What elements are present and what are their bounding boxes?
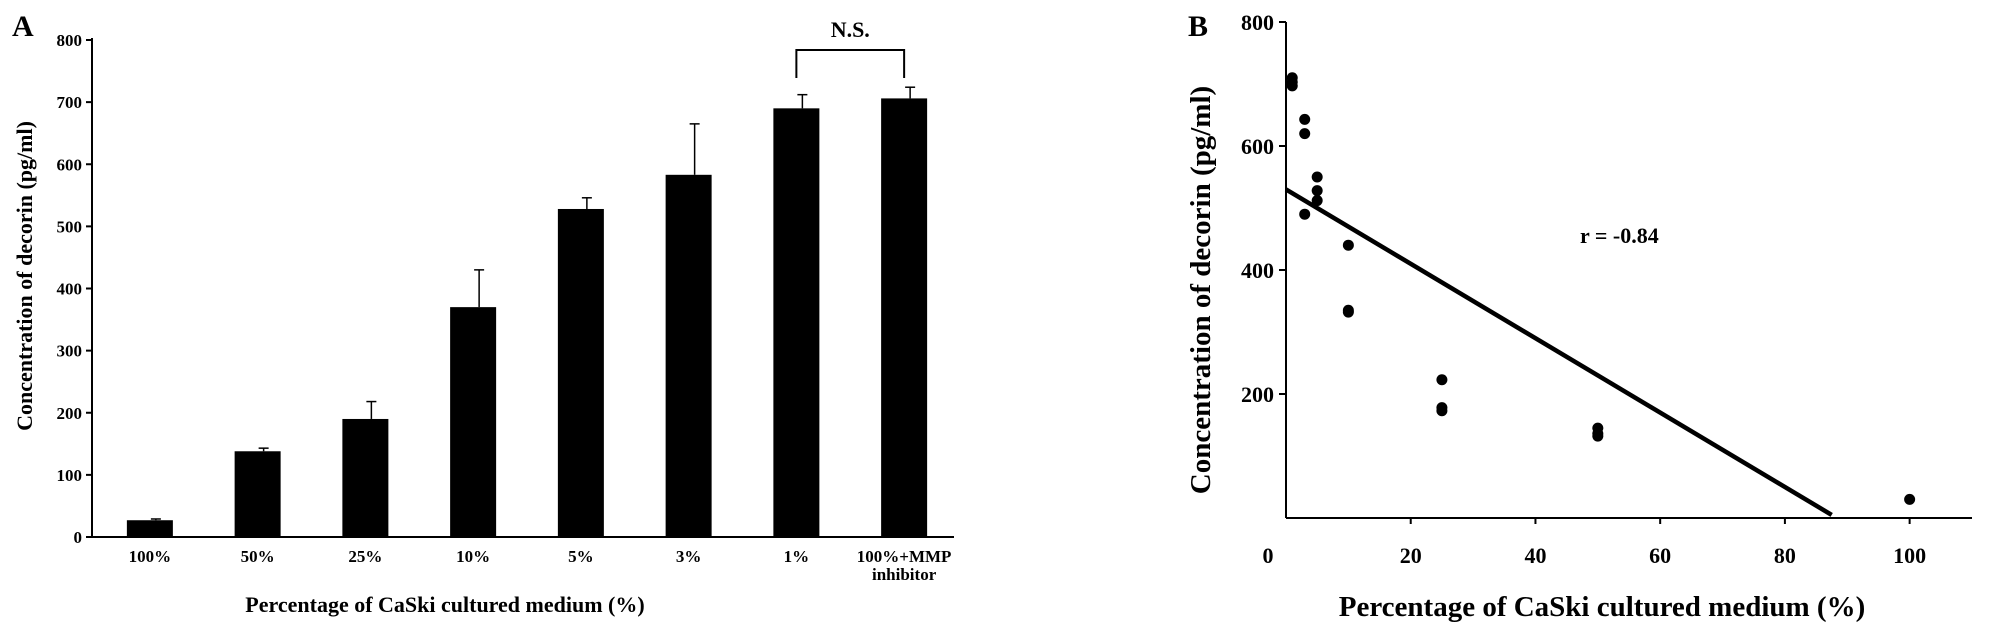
chart-a-y-tick-label: 0	[74, 528, 83, 547]
chart-a-y-tick-label: 200	[57, 404, 83, 423]
chart-b-trendline-group	[1284, 187, 1833, 517]
chart-b-x-tick-label: 0	[1263, 543, 1274, 568]
chart-b-x-tick-label: 80	[1774, 543, 1796, 568]
chart-a-y-tick-label: 100	[57, 466, 83, 485]
chart-a-category-label: 50%	[241, 547, 275, 566]
chart-a-y-tick-label: 700	[57, 93, 83, 112]
chart-a-bars	[126, 98, 928, 538]
chart-b-point	[1342, 239, 1354, 251]
chart-a-category-label: inhibitor	[872, 565, 937, 584]
chart-b-point	[1436, 374, 1448, 386]
chart-a-bar	[557, 208, 604, 538]
chart-b-point	[1592, 430, 1604, 442]
chart-a-tick-labels: 0 100 200 300 400 500 600 700 800	[57, 31, 92, 547]
chart-a-category-label: 3%	[676, 547, 702, 566]
chart-b-point	[1904, 493, 1916, 505]
chart-b-point	[1311, 171, 1323, 183]
chart-a-y-tick-label: 300	[57, 342, 83, 361]
chart-b-y-tick-label: 800	[1241, 10, 1274, 35]
chart-a-y-axis-title: Concentration of decorin (pg/ml)	[12, 121, 37, 431]
chart-a-bar	[665, 174, 712, 537]
chart-b-x-tick-label: 20	[1400, 543, 1422, 568]
chart-b-point	[1299, 208, 1311, 220]
chart-b-x-axis-title: Percentage of CaSki cultured medium (%)	[1339, 591, 1866, 623]
chart-a-category-label: 5%	[568, 547, 594, 566]
chart-a-y-tick-label: 800	[57, 31, 83, 50]
chart-a-axes	[91, 38, 954, 538]
chart-b-point	[1299, 128, 1311, 140]
chart-a-category-label: 100%+MMP	[857, 547, 952, 566]
chart-b-point	[1311, 195, 1323, 207]
chart-b-point	[1286, 72, 1298, 84]
chart-a-annotation: N.S.	[795, 17, 906, 78]
chart-b-y-tick-label: 400	[1241, 258, 1274, 283]
chart-b-points	[1286, 72, 1916, 505]
chart-a-category-label: 1%	[784, 547, 810, 566]
chart-a-bar	[126, 520, 173, 537]
chart-b: B 200 400 600 800 0 20 40 60 80 100 r = -0.84 Per…	[1185, 10, 1972, 623]
chart-a-error-bars	[150, 86, 916, 521]
chart-b-axes	[1285, 22, 1972, 519]
chart-a-bar	[342, 418, 389, 537]
chart-a-y-tick-label: 400	[57, 280, 83, 299]
chart-b-trendline	[1284, 187, 1833, 517]
chart-b-tick-labels: 200 400 600 800 0 20 40 60 80 100	[1241, 10, 1926, 568]
panel-label-b: B	[1188, 10, 1208, 43]
chart-a-significance-label: N.S.	[831, 17, 870, 42]
chart-b-point	[1299, 113, 1311, 125]
panel-label-a: A	[12, 10, 34, 43]
chart-a-x-axis-title: Percentage of CaSki cultured medium (%)	[245, 592, 644, 617]
chart-b-point	[1311, 185, 1323, 197]
chart-b-x-tick-label: 60	[1649, 543, 1671, 568]
chart-a-category-label: 10%	[456, 547, 490, 566]
chart-b-y-tick-label: 200	[1241, 382, 1274, 407]
chart-b-x-tick-label: 100	[1893, 543, 1926, 568]
chart-a-y-tick-label: 600	[57, 155, 83, 174]
chart-b-x-tick-label: 40	[1524, 543, 1546, 568]
chart-a-y-tick-label: 500	[57, 217, 83, 236]
chart-b-correlation-label: r = -0.84	[1580, 223, 1659, 248]
chart-a-bar	[234, 451, 281, 537]
chart-a-category-label: 25%	[348, 547, 382, 566]
chart-a-bar	[450, 307, 497, 537]
chart-b-point	[1436, 405, 1448, 417]
chart-a-significance-bracket	[795, 49, 906, 78]
chart-b-point	[1342, 306, 1354, 318]
chart-a-category-label: 100%	[129, 547, 172, 566]
chart-b-y-axis-title: Concentration of decorin (pg/ml)	[1185, 86, 1217, 494]
chart-a-bar	[881, 98, 928, 538]
chart-a-bar	[773, 108, 820, 538]
chart-b-y-tick-label: 600	[1241, 134, 1274, 159]
